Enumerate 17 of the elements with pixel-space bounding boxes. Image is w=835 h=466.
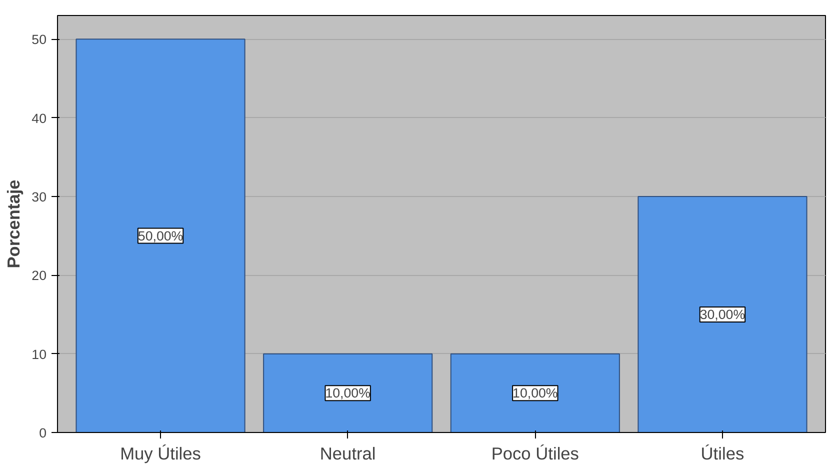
bar [76,38,246,432]
y-tick-label: 40 [32,110,47,126]
x-tick-label: Neutral [320,444,376,464]
y-tick-label: 10 [32,346,47,362]
y-tick-label: 0 [39,426,47,440]
bar [638,196,808,432]
y-tick-label: 30 [32,189,47,204]
y-tick-label: 50 [32,32,47,48]
y-tick-label: 20 [32,268,47,284]
bar [450,353,620,432]
data-label: 50,00% [138,228,184,244]
data-label: 10,00% [325,386,371,401]
x-tick-label: Útiles [700,444,744,464]
y-axis-title: Porcentaje [4,179,24,268]
bar [263,353,433,432]
x-tick-label: Poco Útiles [491,444,580,464]
x-tick-label: Muy Útiles [120,444,202,464]
